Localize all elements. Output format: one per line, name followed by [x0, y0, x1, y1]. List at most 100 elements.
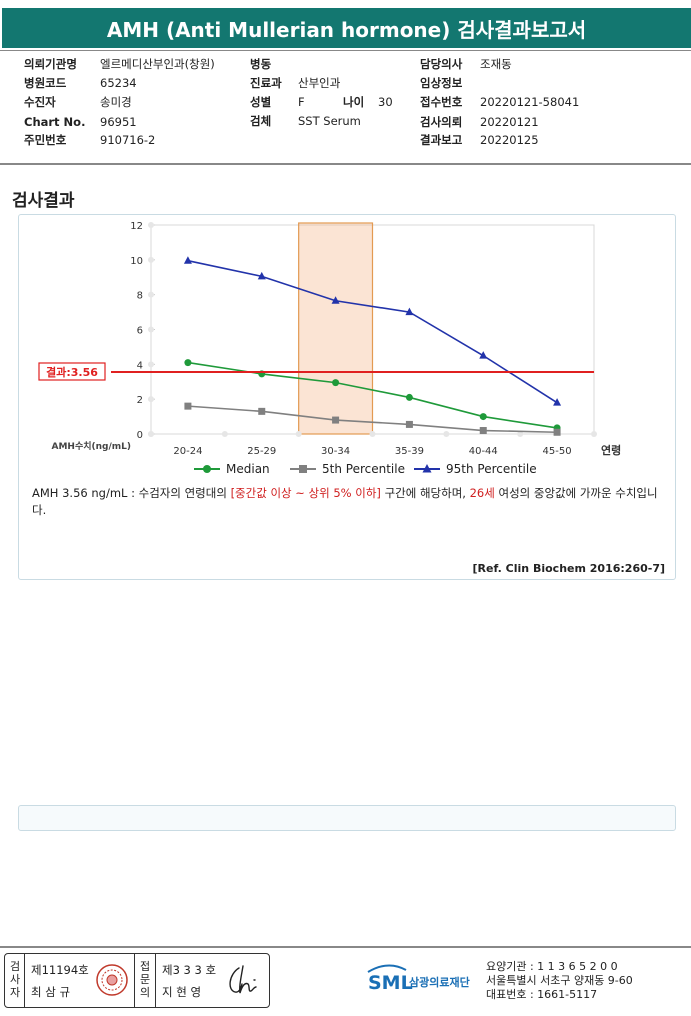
value-receipt-no: 20220121-58041	[480, 95, 580, 109]
y-tick-label: 2	[137, 395, 143, 406]
sml-logo-text: SML	[368, 972, 413, 994]
x-grid-dot	[369, 431, 376, 437]
sign-divider-1	[24, 954, 25, 1007]
org-code: 요양기관 : 1 1 3 6 5 2 0 0	[486, 960, 618, 973]
series-line-1	[187, 405, 558, 434]
legend-marker	[422, 464, 432, 473]
desc-age-highlight: 26세	[469, 486, 495, 500]
amh-chart: 0 2 4 6 8 10 12 20-24 25-29 30-34 35-39 40-44 45-50 연…	[38, 221, 621, 476]
series-point	[405, 307, 414, 316]
series-point	[184, 402, 192, 410]
label-age: 나이	[343, 95, 365, 109]
chart-panel: 0 2 4 6 8 10 12 20-24 25-29 30-34 35-39 40-44 45-50 연…	[18, 214, 676, 580]
inspector-name: 최 삼 규	[31, 985, 71, 999]
divider-top	[0, 50, 691, 51]
series-line-2	[187, 259, 558, 404]
legend-marker	[203, 465, 211, 473]
y-grid-dot	[148, 256, 154, 263]
value-age: 30	[378, 95, 393, 109]
desc-prefix: AMH 3.56 ng/mL : 수검자의 연령대의	[32, 486, 231, 500]
x-tick-label: 35-39	[395, 446, 424, 457]
confirmer-char-3: 의	[139, 986, 151, 999]
y-tick-label: 6	[137, 326, 143, 337]
y-tick-label: 12	[130, 221, 143, 232]
label-request-date: 검사의뢰	[420, 115, 463, 129]
divider-info	[0, 163, 691, 165]
series-point	[184, 359, 192, 367]
y-axis-label: AMH수치(ng/mL)	[52, 440, 132, 452]
confirmer-license: 제3 3 3 호	[162, 963, 217, 977]
seal-stamp-icon	[96, 964, 128, 996]
legend-marker	[299, 465, 307, 473]
label-department: 진료과	[250, 76, 282, 90]
series-point	[332, 416, 340, 424]
x-grid-dot	[221, 431, 228, 437]
value-request-date: 20220121	[480, 115, 539, 129]
y-grid-dot	[148, 291, 154, 298]
sign-divider-3	[155, 954, 156, 1007]
series-point	[553, 398, 562, 406]
label-institution: 의뢰기관명	[24, 57, 77, 71]
sml-logo: SML 삼광의료재단	[366, 958, 482, 1004]
result-label: 결과:3.56	[46, 365, 98, 379]
signature-box: 검 사 자 제11194호 최 삼 규 접 문 의 제3 3 3 호 지 현 영	[4, 953, 270, 1008]
x-axis-label: 연령	[601, 443, 621, 457]
org-address: 요양기관 : 1 1 3 6 5 2 0 0 서울특별시 서초구 양재동 9-6…	[486, 960, 633, 1002]
section-title: 검사결과	[12, 191, 75, 211]
label-sex: 성별	[250, 95, 272, 109]
value-patient: 송미경	[100, 95, 132, 109]
x-grid-dot	[148, 431, 154, 437]
y-grid-dot	[148, 396, 154, 403]
label-receipt-no: 접수번호	[420, 95, 463, 109]
confirmer-vertical-label: 접 문 의	[137, 960, 153, 999]
patient-info-col3: 담당의사 조재동 임상정보 접수번호 20220121-58041 검사의뢰 2…	[420, 55, 670, 155]
legend-label: 95th Percentile	[446, 462, 537, 476]
patient-info-col2: 병동 진료과 산부인과 성별 F 나이 30 검체 SST Serum	[250, 55, 410, 155]
value-institution: 엘르메디산부인과(창원)	[100, 57, 215, 71]
org-name: 삼광의료재단	[409, 975, 470, 989]
org-phone: 대표번호 : 1661-5117	[486, 988, 598, 1001]
label-ward: 병동	[250, 57, 272, 71]
label-clinical-info: 임상정보	[420, 76, 463, 90]
result-description: AMH 3.56 ng/mL : 수검자의 연령대의 [중간값 이상 ~ 상위 …	[32, 485, 668, 519]
x-tick-label: 20-24	[173, 446, 202, 457]
org-address-line: 서울특별시 서초구 양재동 9-60	[486, 974, 633, 987]
series-point	[331, 296, 340, 304]
value-sex: F	[298, 95, 305, 109]
sml-logo-icon: SML 삼광의료재단	[367, 964, 470, 994]
x-tick-label: 25-29	[247, 446, 276, 457]
y-tick-label: 0	[137, 430, 143, 441]
value-report-date: 20220125	[480, 133, 539, 147]
series-point	[405, 420, 413, 428]
inspector-vertical-label: 검 사 자	[7, 960, 23, 999]
legend-label: 5th Percentile	[322, 462, 405, 476]
series-point	[405, 393, 413, 401]
y-grid-dot	[148, 361, 154, 368]
desc-middle: 구간에 해당하며,	[380, 486, 470, 500]
result-label-box	[38, 362, 106, 381]
x-tick-label: 30-34	[321, 446, 350, 457]
label-patient: 수진자	[24, 95, 56, 109]
handwritten-signature-icon	[229, 965, 257, 994]
label-resident-no: 주민번호	[24, 133, 67, 147]
label-specimen: 검체	[250, 114, 272, 128]
value-doctor: 조재동	[480, 57, 512, 71]
series-point	[479, 351, 488, 359]
label-doctor: 담당의사	[420, 57, 463, 71]
label-hospital-code: 병원코드	[24, 76, 67, 90]
y-grid-dot	[148, 222, 154, 228]
series-point	[479, 427, 487, 435]
series-point	[553, 428, 561, 436]
reference: [Ref. Clin Biochem 2016:260-7]	[472, 562, 665, 575]
value-chart-no: 96951	[100, 115, 137, 129]
desc-range-highlight: [중간값 이상 ~ 상위 5% 이하]	[230, 486, 381, 500]
value-department: 산부인과	[298, 76, 341, 90]
legend-label: Median	[226, 462, 270, 476]
series-point	[258, 407, 266, 415]
patient-info-col1: 의뢰기관명 엘르메디산부인과(창원) 병원코드 65234 수진자 송미경 Ch…	[24, 55, 254, 155]
inspector-char-3: 자	[9, 986, 21, 999]
series-point	[257, 271, 266, 280]
label-report-date: 결과보고	[420, 133, 463, 147]
series-point	[332, 379, 340, 387]
divider-footer	[0, 946, 691, 948]
